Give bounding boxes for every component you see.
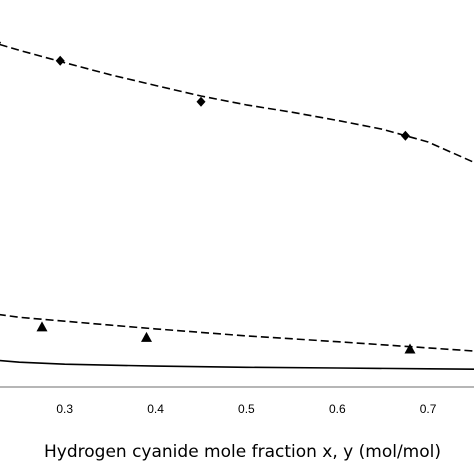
diamond-marker [0, 41, 2, 44]
series-dashed-line [0, 43, 474, 164]
series-solid-line [0, 359, 474, 371]
triangle-marker [141, 331, 152, 342]
diamond-marker [400, 130, 410, 141]
triangle-marker [404, 343, 416, 354]
x-axis-title: Hydrogen cyanide mole fraction x, y (mol… [44, 442, 441, 462]
x-tick-label: 0.4 [147, 402, 164, 416]
series-dashed-line [0, 313, 474, 352]
x-tick-label: 0.7 [420, 402, 437, 416]
x-ticks: 0.20.30.40.50.60.7 [56, 402, 437, 416]
x-tick-label: 0.3 [56, 402, 73, 416]
x-tick-label: 0.5 [238, 402, 255, 416]
triangle-marker [36, 321, 48, 332]
diamond-marker [196, 96, 206, 107]
series-layer [0, 41, 474, 371]
x-tick-label: 0.6 [329, 402, 346, 416]
